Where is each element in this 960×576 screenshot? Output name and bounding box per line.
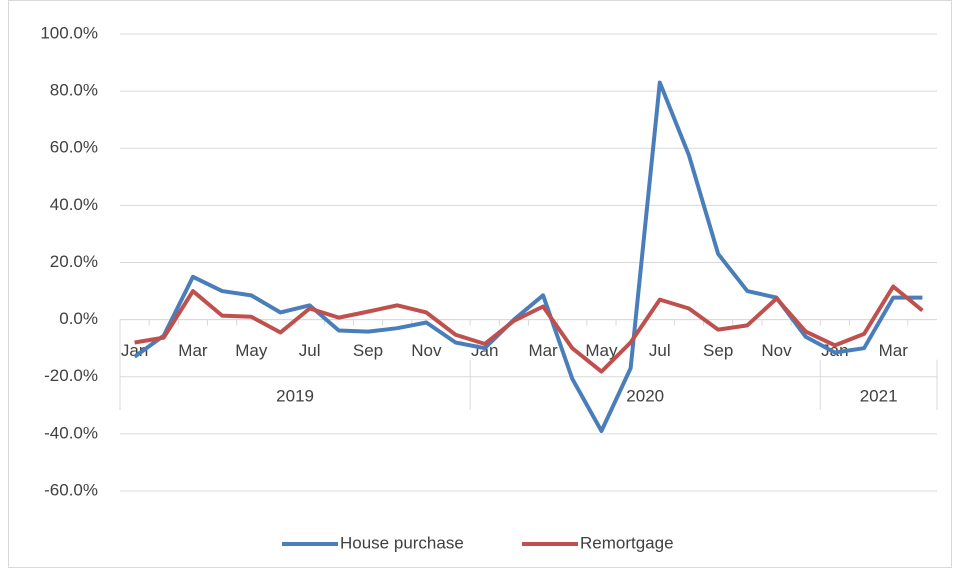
y-tick-label: -40.0% (44, 423, 98, 442)
x-tick-label: Mar (528, 341, 558, 360)
group-label: 2019 (276, 386, 314, 405)
x-tick-label: Nov (761, 341, 792, 360)
y-tick-label: 20.0% (50, 252, 98, 271)
x-tick-label: May (235, 341, 268, 360)
y-tick-label: 0.0% (59, 309, 98, 328)
group-label: 2020 (626, 386, 664, 405)
x-tick-label: Nov (411, 341, 442, 360)
y-tick-label: 60.0% (50, 138, 98, 157)
y-tick-label: 80.0% (50, 81, 98, 100)
x-tick-label: Sep (703, 341, 733, 360)
chart-frame (8, 0, 952, 568)
x-tick-label: Mar (178, 341, 208, 360)
y-tick-label: -20.0% (44, 366, 98, 385)
y-tick-label: -60.0% (44, 480, 98, 499)
x-tick-label: Jul (649, 341, 671, 360)
y-tick-label: 100.0% (40, 23, 98, 42)
legend-label: House purchase (340, 533, 464, 552)
group-label: 2021 (860, 386, 898, 405)
x-tick-label: Mar (879, 341, 909, 360)
y-tick-label: 40.0% (50, 195, 98, 214)
x-tick-label: May (585, 341, 618, 360)
legend-label: Remortgage (580, 533, 674, 552)
x-tick-label: Jan (121, 341, 148, 360)
x-tick-label: Jul (299, 341, 321, 360)
series-line (134, 284, 924, 374)
x-tick-label: Sep (353, 341, 383, 360)
